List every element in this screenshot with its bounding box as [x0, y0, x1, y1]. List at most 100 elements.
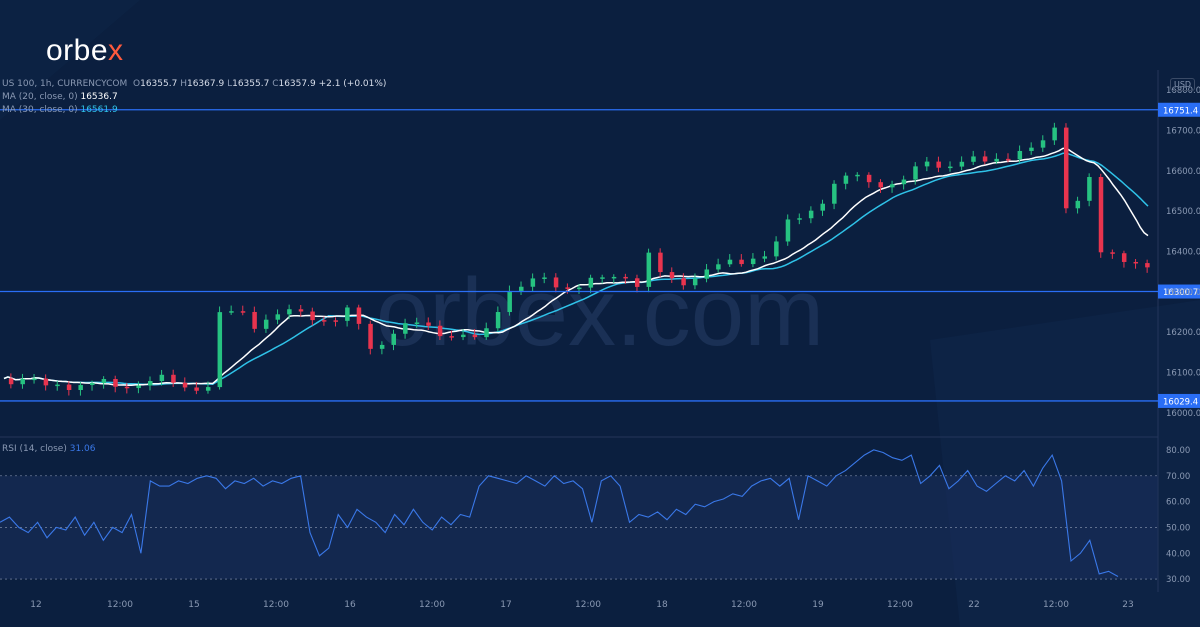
price-tick-label: 16700.0: [1166, 126, 1200, 136]
rsi-tick-label: 40.00: [1166, 549, 1190, 559]
candle-up: [542, 277, 547, 279]
currency-label: USD: [1170, 78, 1196, 91]
candle-down: [1121, 253, 1127, 262]
rsi-legend: RSI (14, close) 31.06: [2, 444, 96, 454]
level-tag: [1158, 102, 1200, 117]
ma20-line: [3, 147, 1149, 387]
candle-down: [194, 387, 199, 391]
candle-up: [646, 252, 652, 287]
low-value: 16355.7: [232, 79, 270, 89]
level-tag: [1158, 284, 1200, 299]
rsi-tick-label: 30.00: [1166, 575, 1190, 585]
candle-down: [1110, 252, 1115, 254]
candle-up: [205, 387, 211, 391]
candle-up: [519, 286, 524, 291]
candle-up: [855, 174, 860, 177]
candle-down: [171, 374, 176, 383]
candle-down: [240, 311, 246, 313]
candlesticks: [8, 122, 1150, 396]
time-tick-label: 16: [344, 600, 356, 610]
candle-up: [924, 161, 930, 167]
candle-up: [1052, 127, 1057, 141]
candle-down: [878, 182, 883, 188]
candle-up: [727, 259, 733, 265]
level-label: 16029.4: [1163, 397, 1198, 407]
candle-down: [113, 378, 118, 387]
candle-up: [762, 256, 768, 259]
candle-down: [936, 161, 941, 168]
candle-up: [287, 309, 292, 315]
candle-up: [461, 334, 466, 338]
candle-down: [310, 311, 315, 321]
candle-up: [843, 175, 849, 184]
time-tick-label: 12:00: [107, 600, 133, 610]
candle-up: [1017, 150, 1023, 160]
candle-down: [333, 320, 339, 322]
candle-down: [1063, 127, 1069, 209]
candle-down: [553, 277, 559, 288]
orbex-logo: orbex: [46, 34, 124, 67]
candle-down: [472, 334, 478, 338]
candle-down: [866, 174, 872, 183]
candle-up: [507, 290, 512, 313]
candle-up: [229, 311, 234, 313]
candle-up: [704, 269, 710, 279]
ma30-value: 16561.9: [80, 105, 118, 115]
candle-down: [426, 322, 431, 326]
candle-up: [32, 378, 37, 381]
rsi-value: 31.06: [69, 444, 96, 454]
time-tick-label: 17: [500, 600, 511, 610]
price-tick-label: 16100.0: [1166, 368, 1200, 378]
moving-averages: [3, 147, 1149, 387]
candle-down: [298, 309, 304, 312]
rsi-tick-label: 80.00: [1166, 446, 1190, 456]
candle-up: [101, 378, 107, 384]
rsi-tick-label: 70.00: [1166, 472, 1190, 482]
time-tick-label: 19: [812, 600, 824, 610]
price-tick-label: 16500.0: [1166, 207, 1200, 217]
candle-up: [994, 158, 999, 162]
open-value: 16355.7: [140, 79, 178, 89]
price-tick-label: 16000.0: [1166, 409, 1200, 419]
candle-down: [8, 378, 14, 385]
time-tick-label: 15: [188, 600, 199, 610]
time-tick-label: 12:00: [1043, 600, 1069, 610]
candle-down: [634, 278, 640, 287]
candle-up: [1075, 200, 1081, 209]
candle-up: [1040, 140, 1046, 148]
candle-down: [124, 386, 130, 389]
candle-up: [403, 323, 408, 334]
candle-up: [148, 381, 153, 386]
level-tag: [1158, 393, 1200, 408]
candle-down: [1145, 263, 1150, 268]
time-tick-label: 18: [656, 600, 668, 610]
candle-down: [982, 156, 988, 162]
candle-up: [774, 241, 779, 257]
level-label: 16300.7: [1163, 288, 1198, 298]
price-tick-label: 16400.0: [1166, 247, 1200, 257]
candle-down: [356, 307, 362, 324]
candle-up: [414, 322, 420, 324]
candle-down: [1133, 261, 1139, 264]
candle-up: [611, 276, 617, 279]
candle-up: [1087, 177, 1092, 201]
candle-up: [971, 156, 976, 162]
candle-up: [808, 210, 814, 219]
candle-up: [78, 385, 83, 391]
time-tick-label: 12: [30, 600, 41, 610]
price-tick-label: 16800.0: [1166, 86, 1200, 96]
candle-up: [55, 384, 60, 387]
close-value: 16357.9: [278, 79, 316, 89]
candle-up: [530, 278, 536, 287]
price-tick-label: 16200.0: [1166, 328, 1200, 338]
time-tick-label: 12:00: [575, 600, 601, 610]
rsi-tick-label: 50.00: [1166, 523, 1190, 533]
candle-up: [217, 312, 223, 388]
candle-down: [321, 320, 327, 322]
time-tick-label: 23: [1122, 600, 1133, 610]
candle-down: [623, 276, 628, 279]
candle-up: [948, 166, 953, 169]
support-resistance-levels: 16751.4 16300.7 16029.4: [0, 102, 1200, 408]
candle-down: [437, 325, 443, 337]
